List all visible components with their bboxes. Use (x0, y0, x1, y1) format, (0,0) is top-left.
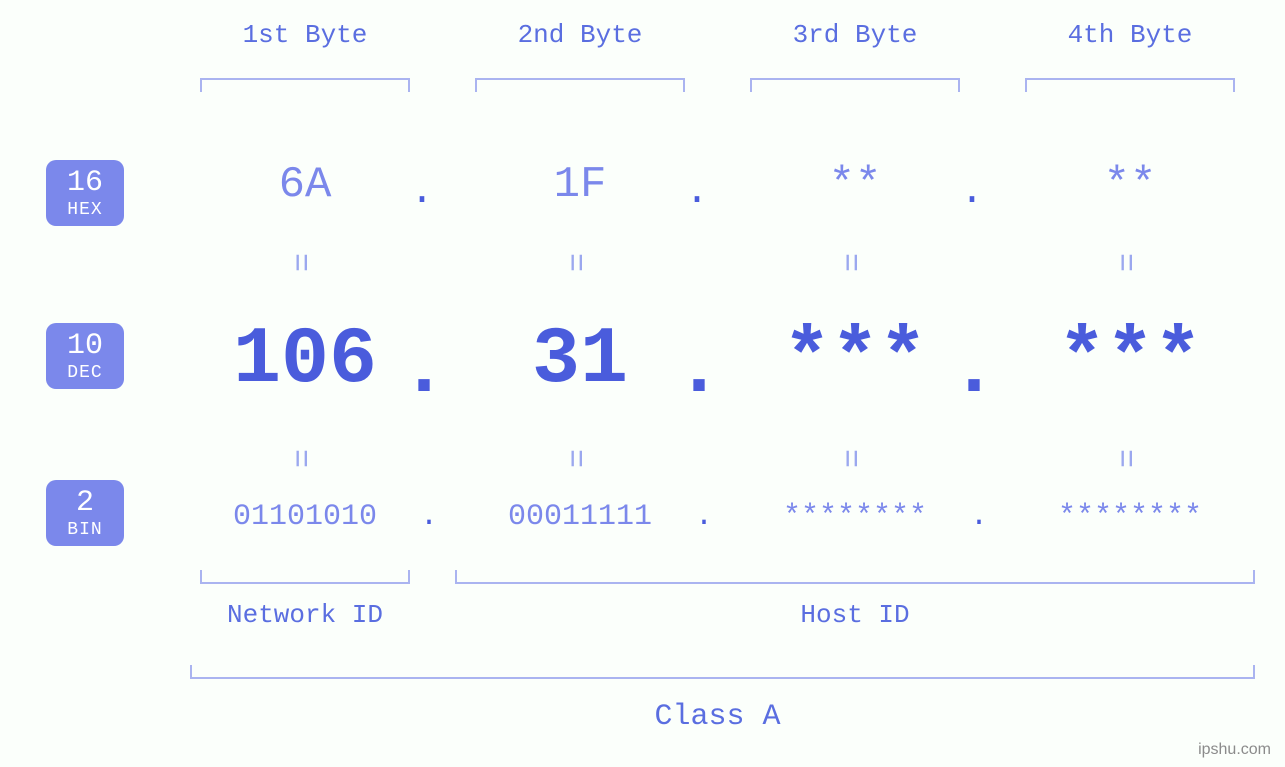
eq-upper-4: = (1106, 253, 1143, 272)
network-id-label: Network ID (180, 600, 430, 630)
eq-lower-1: = (281, 449, 318, 468)
badge-bin: 2 BIN (46, 480, 124, 546)
dec-dot-2: . (675, 325, 723, 416)
dec-byte-1: 106 (180, 315, 430, 406)
hex-dot-2: . (685, 170, 709, 215)
hex-dot-1: . (410, 170, 434, 215)
top-bracket-2 (475, 78, 685, 92)
network-bracket (200, 570, 410, 584)
eq-lower-3: = (831, 449, 868, 468)
hex-byte-3: ** (730, 160, 980, 210)
hex-byte-1: 6A (180, 160, 430, 210)
ip-diagram: { "layout": { "columns_x": [180, 455, 73… (0, 0, 1285, 767)
host-id-label: Host ID (455, 600, 1255, 630)
hex-byte-2: 1F (455, 160, 705, 210)
badge-dec-num: 10 (46, 331, 124, 361)
byte-header-4: 4th Byte (1005, 20, 1255, 50)
top-bracket-4 (1025, 78, 1235, 92)
badge-bin-num: 2 (46, 488, 124, 518)
bin-dot-1: . (420, 500, 438, 534)
class-bracket (190, 665, 1255, 679)
dec-byte-4: *** (1005, 315, 1255, 406)
host-bracket (455, 570, 1255, 584)
bin-byte-1: 01101010 (180, 500, 430, 534)
byte-header-3: 3rd Byte (730, 20, 980, 50)
badge-dec-name: DEC (46, 363, 124, 383)
badge-hex: 16 HEX (46, 160, 124, 226)
byte-header-2: 2nd Byte (455, 20, 705, 50)
badge-hex-name: HEX (46, 200, 124, 220)
bin-byte-2: 00011111 (455, 500, 705, 534)
bin-byte-3: ******** (730, 500, 980, 534)
dec-dot-3: . (950, 325, 998, 416)
badge-hex-num: 16 (46, 168, 124, 198)
badge-dec: 10 DEC (46, 323, 124, 389)
top-bracket-3 (750, 78, 960, 92)
class-label: Class A (180, 700, 1255, 734)
dec-byte-3: *** (730, 315, 980, 406)
watermark: ipshu.com (1198, 741, 1271, 759)
top-bracket-1 (200, 78, 410, 92)
eq-lower-2: = (556, 449, 593, 468)
bin-dot-2: . (695, 500, 713, 534)
hex-dot-3: . (960, 170, 984, 215)
eq-lower-4: = (1106, 449, 1143, 468)
eq-upper-2: = (556, 253, 593, 272)
dec-byte-2: 31 (455, 315, 705, 406)
bin-byte-4: ******** (1005, 500, 1255, 534)
byte-header-1: 1st Byte (180, 20, 430, 50)
hex-byte-4: ** (1005, 160, 1255, 210)
badge-bin-name: BIN (46, 520, 124, 540)
eq-upper-1: = (281, 253, 318, 272)
bin-dot-3: . (970, 500, 988, 534)
dec-dot-1: . (400, 325, 448, 416)
eq-upper-3: = (831, 253, 868, 272)
